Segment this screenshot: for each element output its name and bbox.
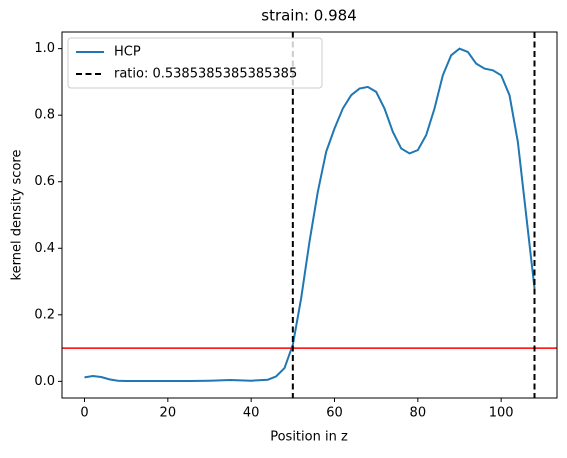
x-axis-label: Position in z: [270, 430, 348, 445]
y-tick-label: 0.6: [34, 174, 55, 189]
legend-box: [67, 37, 323, 89]
line-series: [84, 47, 536, 383]
y-axis-label: kernel density score: [10, 150, 25, 281]
y-tick-label: 0.4: [34, 241, 55, 256]
plot-frame: [61, 31, 558, 399]
y-tick-label: 0.0: [34, 374, 55, 389]
y-tick-label: 0.8: [34, 108, 55, 123]
x-tick-label: 100: [489, 406, 514, 421]
legend-label: HCP: [114, 45, 141, 60]
x-tick-label: 60: [326, 406, 343, 421]
x-tick-label: 20: [160, 406, 177, 421]
chart-title: strain: 0.984: [261, 7, 357, 25]
x-tick-label: 40: [243, 406, 260, 421]
y-tick-label: 0.2: [34, 307, 55, 322]
legend-label: ratio: 0.5385385385385385: [114, 67, 297, 82]
x-tick-label: 0: [80, 406, 88, 421]
x-tick-label: 80: [410, 406, 427, 421]
y-tick-label: 1.0: [34, 41, 55, 56]
